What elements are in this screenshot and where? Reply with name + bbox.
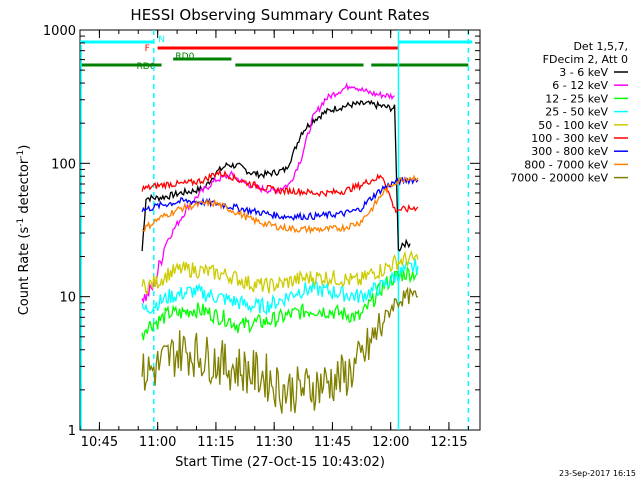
series-line xyxy=(141,286,418,414)
flag-label-rd0: RD0 xyxy=(175,52,194,62)
legend-entry-label: 6 - 12 keV xyxy=(552,79,608,92)
legend-entry-label: 25 - 50 keV xyxy=(545,106,608,119)
flag-label-n: N xyxy=(158,35,165,45)
y-axis-label-main: Count Rate (s xyxy=(17,227,32,316)
legend-entry-label: 300 - 800 keV xyxy=(531,145,608,158)
y-axis: 1 10 100 1000 xyxy=(43,24,480,439)
series-line xyxy=(141,176,419,222)
legend-entry-label: 3 - 6 keV xyxy=(559,66,608,79)
plot-frame xyxy=(79,29,481,431)
observing-flags: NF RD0 RD6 xyxy=(80,35,473,72)
flag-label-f: F xyxy=(145,44,150,54)
y-axis-label: Count Rate (s-1 detector-1) xyxy=(16,145,32,316)
chart-title: HESSI Observing Summary Count Rates xyxy=(130,6,429,24)
legend-header: FDecim 2, Att 0 xyxy=(543,53,628,66)
legend-entry-label: 7000 - 20000 keV xyxy=(510,172,608,185)
x-tick-label: 10:45 xyxy=(81,435,118,450)
legend-header: Det 1,5,7, xyxy=(573,40,628,53)
vertical-markers xyxy=(80,30,470,430)
series-line xyxy=(141,82,395,305)
legend-entry-label: 50 - 100 keV xyxy=(538,119,608,132)
series-line xyxy=(141,249,419,295)
x-axis: 10:45 11:00 11:15 11:30 11:45 12:00 12:15 xyxy=(79,30,469,450)
y-tick-label: 1000 xyxy=(43,24,76,39)
x-tick-label: 12:15 xyxy=(430,435,467,450)
series-line xyxy=(141,168,419,214)
y-axis-label-sup2: -1 xyxy=(16,150,26,159)
y-tick-label: 100 xyxy=(51,157,76,172)
y-axis-label-sup1: -1 xyxy=(16,218,26,227)
x-tick-label: 11:30 xyxy=(255,435,292,450)
y-tick-label: 10 xyxy=(59,291,76,306)
legend-entry-label: 800 - 7000 keV xyxy=(524,158,608,171)
flag-label-rd6: RD6 xyxy=(137,62,156,72)
x-axis-label: Start Time (27-Oct-15 10:43:02) xyxy=(175,455,385,470)
series-line xyxy=(141,265,419,341)
y-axis-label-end: ) xyxy=(17,145,32,150)
series-lines xyxy=(141,82,419,414)
series-line xyxy=(141,258,419,316)
footer-timestamp: 23-Sep-2017 16:15 xyxy=(559,469,636,478)
series-line xyxy=(141,174,419,235)
legend-entry-label: 12 - 25 keV xyxy=(545,92,608,105)
series-line xyxy=(141,99,411,252)
y-tick-label: 1 xyxy=(68,424,76,439)
y-axis-label-mid: detector xyxy=(17,158,32,218)
x-tick-label: 11:00 xyxy=(139,435,176,450)
x-tick-label: 11:15 xyxy=(197,435,234,450)
legend-entry-label: 100 - 300 keV xyxy=(531,132,608,145)
x-tick-label: 11:45 xyxy=(314,435,351,450)
x-tick-label: 12:00 xyxy=(372,435,409,450)
